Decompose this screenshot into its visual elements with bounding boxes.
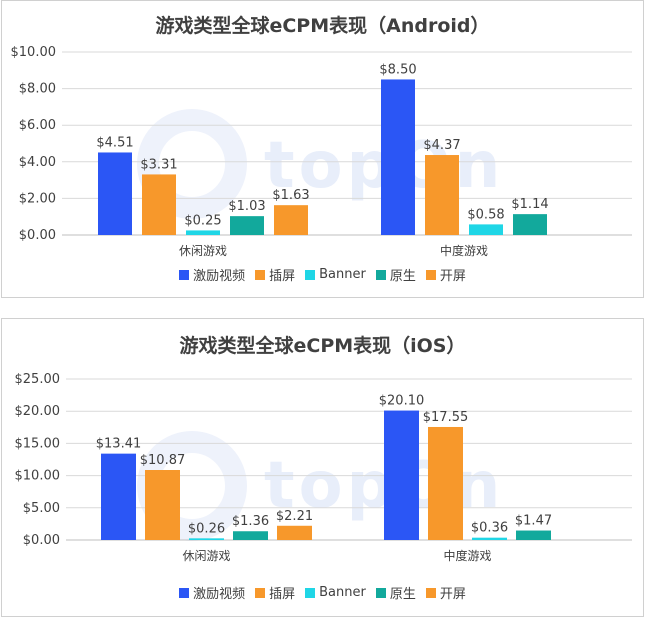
legend-swatch: [305, 587, 316, 598]
legend-label: 开屏: [439, 269, 466, 284]
data-label: $17.55: [423, 410, 469, 425]
legend-label: 插屏: [269, 269, 296, 284]
bar-Banner: [186, 230, 220, 235]
data-label: $0.58: [467, 207, 504, 222]
legend-item: 插屏: [255, 583, 295, 602]
legend-item: Banner: [305, 583, 366, 602]
android-chart-panel: topOn 游戏类型全球eCPM表现（Android） $0.00$2.00$4…: [1, 0, 644, 298]
data-label: $1.63: [272, 188, 309, 203]
chart-legend: 激励视频 插屏 Banner 原生 开屏: [2, 265, 643, 284]
x-category-label: 休闲游戏: [179, 244, 227, 258]
y-tick-label: $6.00: [19, 118, 56, 133]
data-label: $2.21: [276, 509, 313, 524]
legend-swatch: [179, 269, 190, 280]
legend-label: 开屏: [439, 587, 466, 602]
y-tick-label: $20.00: [15, 404, 61, 419]
legend-label: Banner: [319, 585, 366, 600]
data-label: $1.47: [515, 514, 552, 529]
legend-label: 激励视频: [193, 269, 246, 284]
bar-原生: [233, 531, 268, 540]
x-category-label: 中度游戏: [440, 243, 488, 258]
legend-label: 插屏: [269, 587, 296, 602]
legend-item: 激励视频: [179, 265, 245, 284]
legend-swatch: [425, 587, 436, 598]
y-tick-label: $5.00: [23, 501, 60, 516]
legend-swatch: [375, 269, 386, 280]
data-label: $13.41: [96, 437, 142, 452]
chart-legend: 激励视频 插屏 Banner 原生 开屏: [2, 583, 643, 602]
data-label: $4.37: [423, 138, 460, 153]
data-label: $1.36: [232, 514, 269, 529]
data-label: $10.87: [140, 453, 186, 468]
bar-原生: [516, 530, 551, 540]
bar-开屏: [274, 205, 308, 235]
y-tick-label: $4.00: [19, 155, 56, 170]
bar-激励视频: [381, 79, 415, 235]
y-tick-label: $0.00: [19, 228, 56, 243]
ios-chart-panel: topOn 游戏类型全球eCPM表现（iOS） $0.00$5.00$10.00…: [1, 318, 644, 617]
bar-Banner: [472, 537, 507, 540]
data-label: $4.51: [96, 135, 133, 150]
y-tick-label: $2.00: [19, 191, 56, 206]
bar-激励视频: [101, 453, 136, 540]
legend-item: 开屏: [425, 265, 466, 284]
data-label: $1.03: [228, 199, 265, 214]
bar-插屏: [425, 155, 459, 235]
legend-label: 激励视频: [193, 587, 246, 602]
legend-item: 原生: [375, 583, 416, 602]
legend-item: Banner: [305, 265, 366, 284]
legend-item: 插屏: [255, 265, 295, 284]
legend-item: 激励视频: [179, 583, 245, 602]
chart-title: 游戏类型全球eCPM表现（Android）: [155, 15, 490, 37]
legend-label: Banner: [319, 267, 366, 282]
legend-item: 原生: [375, 265, 416, 284]
data-label: $8.50: [379, 62, 416, 77]
legend-label: 原生: [389, 587, 416, 602]
bar-插屏: [145, 469, 180, 540]
legend-swatch: [179, 587, 190, 598]
y-tick-label: $10.00: [11, 45, 57, 60]
legend-label: 原生: [389, 269, 416, 284]
data-label: $0.26: [188, 521, 225, 536]
legend-swatch: [375, 587, 386, 598]
bar-Banner: [189, 538, 224, 540]
legend-swatch: [305, 269, 316, 280]
bar-插屏: [142, 174, 176, 235]
bar-原生: [230, 216, 264, 235]
bar-激励视频: [98, 152, 132, 235]
y-tick-label: $15.00: [15, 436, 61, 451]
bar-激励视频: [384, 410, 419, 540]
x-category-label: 中度游戏: [443, 548, 491, 563]
y-tick-label: $0.00: [23, 533, 60, 548]
y-tick-label: $10.00: [15, 469, 61, 484]
x-category-label: 休闲游戏: [182, 549, 230, 563]
bar-原生: [513, 214, 547, 235]
android-bar-chart: $0.00 $2.00 $4.00 $6.00 $8.00 $10.00 $4.51 $8.5…: [11, 45, 632, 258]
ios-bar-chart: $0.00 $5.00 $10.00 $15.00 $20.00 $25.00 $13.41…: [15, 372, 632, 563]
data-label: $1.14: [511, 197, 548, 212]
y-tick-label: $8.00: [19, 82, 56, 97]
legend-swatch: [425, 269, 436, 280]
legend-swatch: [255, 587, 266, 598]
y-tick-label: $25.00: [15, 372, 61, 387]
legend-item: 开屏: [425, 583, 466, 602]
bar-插屏: [428, 426, 463, 540]
data-label: $0.25: [184, 213, 221, 228]
data-label: $20.10: [379, 394, 425, 409]
legend-swatch: [255, 269, 266, 280]
bar-开屏: [277, 525, 312, 540]
data-label: $3.31: [140, 157, 177, 172]
bar-Banner: [469, 224, 503, 235]
chart-title: 游戏类型全球eCPM表现（iOS）: [179, 335, 466, 357]
data-label: $0.36: [471, 521, 508, 536]
